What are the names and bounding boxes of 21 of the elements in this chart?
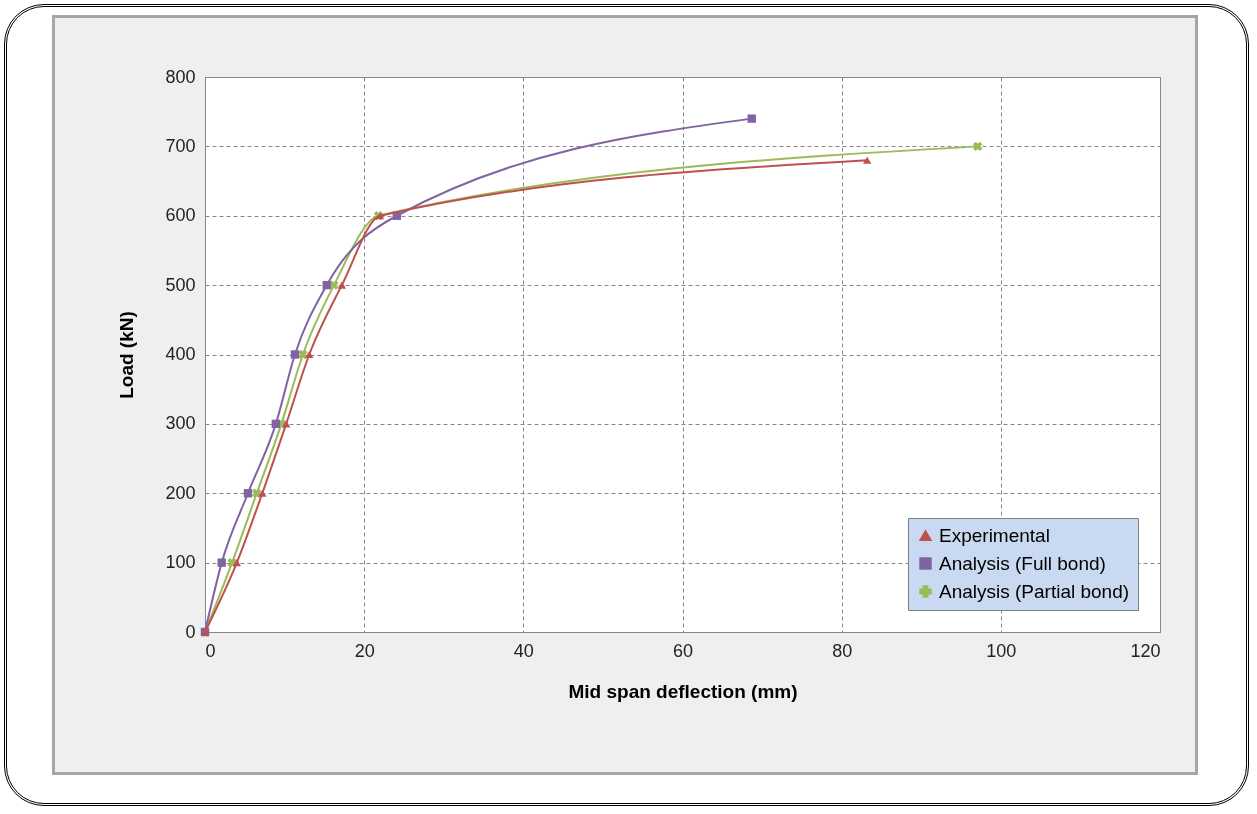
x-tick-label: 0 [205,640,216,661]
x-tick-label: 120 [1130,640,1161,661]
x-tick-label: 60 [672,640,694,661]
y-tick-label: 500 [165,274,196,295]
y-tick-label: 200 [165,482,196,503]
legend-label: Experimental [939,524,1050,546]
y-tick-label: 600 [165,205,196,226]
x-tick-label: 20 [354,640,375,661]
y-tick-label: 400 [165,344,196,364]
legend-label: Analysis (Partial bond) [939,580,1130,602]
y-tick-label: 100 [165,552,196,573]
y-axis-title: Load (kN) [116,311,138,399]
y-tick-label: 700 [165,135,196,156]
x-tick-label: 80 [832,640,853,661]
x-tick-label: 100 [986,640,1017,661]
x-tick-label: 40 [513,640,534,661]
y-tick-label: 0 [185,621,196,642]
y-tick-label: 800 [165,66,196,87]
x-axis-title: Mid span deflection (mm) [568,680,798,702]
legend-label: Analysis (Full bond) [939,552,1106,574]
y-tick-label: 300 [165,413,196,434]
